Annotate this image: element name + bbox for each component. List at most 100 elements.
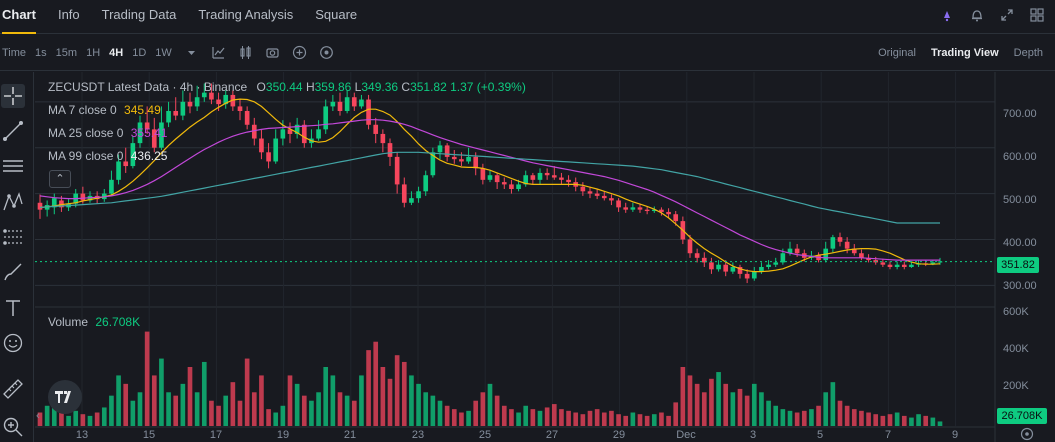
collapse-legend-button[interactable]: ⌃ [49, 170, 71, 188]
candlesticks [37, 83, 943, 284]
ma99-legend: MA 99 close 0 436.25 [48, 149, 167, 163]
volume-bar [709, 378, 714, 426]
pattern-icon[interactable] [1, 190, 25, 214]
time-tick: 5 [816, 429, 824, 441]
candle-body [709, 262, 714, 270]
time-tick: 15 [142, 429, 156, 441]
fib-retracement-icon[interactable] [1, 225, 25, 249]
screenshot-icon[interactable] [265, 45, 280, 60]
chart-grid [35, 72, 996, 442]
candle-body [730, 267, 736, 272]
candle-body [673, 214, 679, 222]
volume-bar [437, 400, 443, 426]
volume-bar [387, 378, 393, 426]
candle-body [523, 175, 529, 185]
interval-1h[interactable]: 1H [86, 46, 101, 59]
moving-average-lines [39, 98, 941, 273]
volume-bar [637, 414, 643, 426]
current-volume-badge: 26.708K [997, 408, 1047, 424]
interval-15m[interactable]: 15m [55, 46, 78, 59]
interval-1s[interactable]: 1s [35, 46, 47, 59]
candle-body [416, 191, 421, 199]
indicators-icon[interactable] [211, 45, 226, 60]
view-depth[interactable]: Depth [1013, 47, 1043, 59]
candle-body [423, 175, 429, 192]
scroll-left-icon[interactable]: ‹ [36, 410, 40, 422]
candle-body [659, 209, 664, 212]
volume-bar [873, 414, 879, 426]
trend-line-icon[interactable] [1, 119, 25, 143]
interval-4h[interactable]: 4H [109, 46, 124, 59]
tab-chart[interactable]: Chart [2, 0, 36, 34]
ma7-value: 345.49 [124, 103, 161, 117]
open-value: 350.44 [265, 80, 303, 94]
open-label: O [256, 80, 266, 94]
crosshair-icon[interactable] [1, 84, 25, 108]
volume-bar [366, 350, 371, 426]
candle-body [794, 248, 800, 254]
horizontal-lines-icon[interactable] [1, 154, 25, 178]
settings-icon[interactable] [319, 45, 334, 60]
volume-bar [809, 409, 814, 426]
close-label: C [401, 80, 411, 94]
ruler-icon[interactable] [1, 377, 25, 401]
volume-bar [187, 367, 193, 426]
volume-bar [230, 382, 236, 426]
interval-1d[interactable]: 1D [132, 46, 147, 59]
interval-1w[interactable]: 1W [155, 46, 172, 59]
layout-grid-icon[interactable] [1029, 7, 1045, 23]
tab-square[interactable]: Square [315, 6, 358, 22]
candle-body [544, 172, 550, 176]
emoji-icon[interactable] [1, 331, 25, 355]
low-label: L [354, 80, 362, 94]
time-tick: Dec [676, 429, 696, 441]
candle-body [909, 264, 914, 267]
add-icon[interactable] [292, 45, 307, 60]
candle-body [173, 111, 179, 116]
theme-icon[interactable] [939, 7, 955, 23]
candle-body [401, 184, 407, 203]
volume-bar [244, 358, 250, 426]
text-tool-icon[interactable] [1, 296, 25, 320]
volume-bar [480, 392, 486, 426]
tab-trading-analysis[interactable]: Trading Analysis [198, 6, 294, 22]
candle-body [759, 267, 764, 272]
axis-settings-icon[interactable] [1020, 427, 1034, 442]
tab-info[interactable]: Info [57, 6, 80, 22]
candle-body [687, 239, 693, 254]
view-original[interactable]: Original [878, 47, 916, 59]
chart-type-icon[interactable] [238, 45, 253, 60]
candle-body [766, 264, 771, 267]
ma25-legend: MA 25 close 0 355.41 [48, 126, 167, 140]
volume-bar [844, 405, 850, 426]
volume-bar [487, 383, 493, 426]
alert-bell-icon[interactable] [969, 7, 985, 23]
brush-icon[interactable] [1, 260, 25, 284]
candle-body [409, 198, 414, 203]
volume-bar [801, 410, 807, 426]
tab-trading-data[interactable]: Trading Data [101, 6, 177, 22]
volume-bar [580, 414, 586, 426]
fullscreen-icon[interactable] [999, 7, 1015, 23]
candle-body [651, 209, 657, 212]
candle-body [901, 264, 907, 267]
volume-bar [659, 412, 664, 426]
candle-body [237, 106, 243, 111]
candle-body [216, 99, 221, 105]
candle-body [616, 200, 621, 208]
volume-bar [59, 409, 64, 426]
volume-bar [837, 400, 843, 426]
view-trading-view[interactable]: Trading View [930, 47, 999, 59]
candle-body [166, 111, 171, 123]
zoom-in-icon[interactable] [1, 415, 25, 439]
candle-body [744, 273, 750, 279]
volume-bar [780, 409, 786, 426]
candle-body [601, 195, 607, 199]
volume-bar [251, 392, 257, 426]
candle-body [580, 186, 586, 192]
volume-bar [823, 392, 829, 426]
volume-bar [744, 395, 750, 426]
interval-dropdown-icon[interactable] [184, 45, 199, 60]
